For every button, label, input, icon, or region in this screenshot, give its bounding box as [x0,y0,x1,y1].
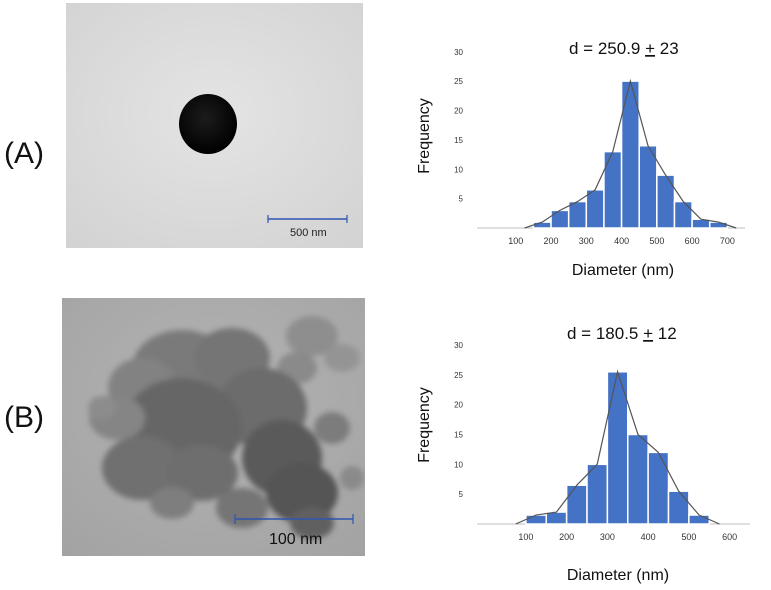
x-tick-label-a-2: 300 [579,236,594,246]
plot-area-a: 5 10 15 20 25 30 100 200 300 400 500 600 700 [454,48,745,246]
y-tick-label-b-4: 25 [454,371,463,380]
x-tick-label-b-3: 400 [641,532,656,542]
bar-b-0 [525,514,548,525]
chart-title-b: d = 180.5 + 12 [567,324,677,343]
scale-bar-label-b: 100 nm [269,531,323,548]
bar-b-8 [688,514,711,525]
nanoparticle-a [179,94,237,154]
x-tick-label-b-2: 300 [600,532,615,542]
bar-a-6 [638,145,658,229]
x-tick-label-b-5: 600 [722,532,737,542]
y-tick-label-b-3: 20 [454,401,463,410]
x-tick-label-a-3: 400 [614,236,629,246]
bar-b-7 [667,490,690,525]
x-tick-label-a-5: 600 [685,236,700,246]
y-tick-label-b-2: 15 [454,430,463,439]
tem-image-a: 500 nm [66,3,363,248]
tem-image-b: 100 nm [62,298,365,556]
bar-a-3 [585,189,605,229]
y-tick-label-b-1: 10 [454,460,463,469]
x-axis-label-b: Diameter (nm) [567,567,669,584]
y-tick-label-a-2: 15 [454,136,463,145]
bar-a-0 [532,221,552,229]
bar-b-2 [565,484,588,525]
y-axis-label-a: Frequency [416,98,433,174]
panel-label-b: (B) [4,401,44,434]
y-tick-label-b-0: 5 [459,490,464,499]
bar-a-7 [656,174,676,229]
chart-title-a: d = 250.9 + 23 [569,39,679,58]
bar-a-10 [708,221,729,229]
histogram-a: d = 250.9 + 23 Frequency Diameter (nm) 5… [405,10,765,285]
bar-b-5 [627,433,649,525]
y-tick-label-a-1: 10 [454,165,463,174]
x-axis-label-a: Diameter (nm) [572,262,674,279]
bar-b-1 [545,511,568,525]
y-tick-label-a-4: 25 [454,77,463,86]
bar-a-8 [673,200,693,229]
tem-image-a-graphic [66,3,363,248]
frequency-polygon-b [515,369,720,525]
x-tick-label-a-0: 100 [508,236,523,246]
y-tick-label-a-0: 5 [459,195,464,204]
y-axis-label-b: Frequency [416,387,433,463]
particle-cluster-b [88,316,364,539]
bar-b-3 [586,463,609,525]
x-tick-label-a-6: 700 [720,236,735,246]
x-tick-label-a-1: 200 [544,236,559,246]
histogram-b: d = 180.5 + 12 Frequency Diameter (nm) 5… [405,305,765,585]
y-tick-label-a-3: 20 [454,107,463,116]
bar-a-4 [603,150,623,229]
x-tick-label-b-1: 200 [559,532,574,542]
bar-b-6 [647,451,670,525]
y-tick-label-a-5: 30 [454,48,463,57]
panel-label-a: (A) [4,137,44,170]
x-tick-label-a-4: 500 [649,236,664,246]
y-tick-label-b-5: 30 [454,341,463,350]
plot-area-b: 5 10 15 20 25 30 100 200 300 400 500 600 [454,341,750,542]
scale-bar-label-a: 500 nm [290,227,327,239]
x-tick-label-b-0: 100 [518,532,533,542]
tem-image-b-graphic [62,298,365,556]
frequency-polygon-a [524,78,737,229]
bar-a-1 [550,209,570,229]
x-tick-label-b-4: 500 [681,532,696,542]
bar-a-2 [567,200,588,229]
